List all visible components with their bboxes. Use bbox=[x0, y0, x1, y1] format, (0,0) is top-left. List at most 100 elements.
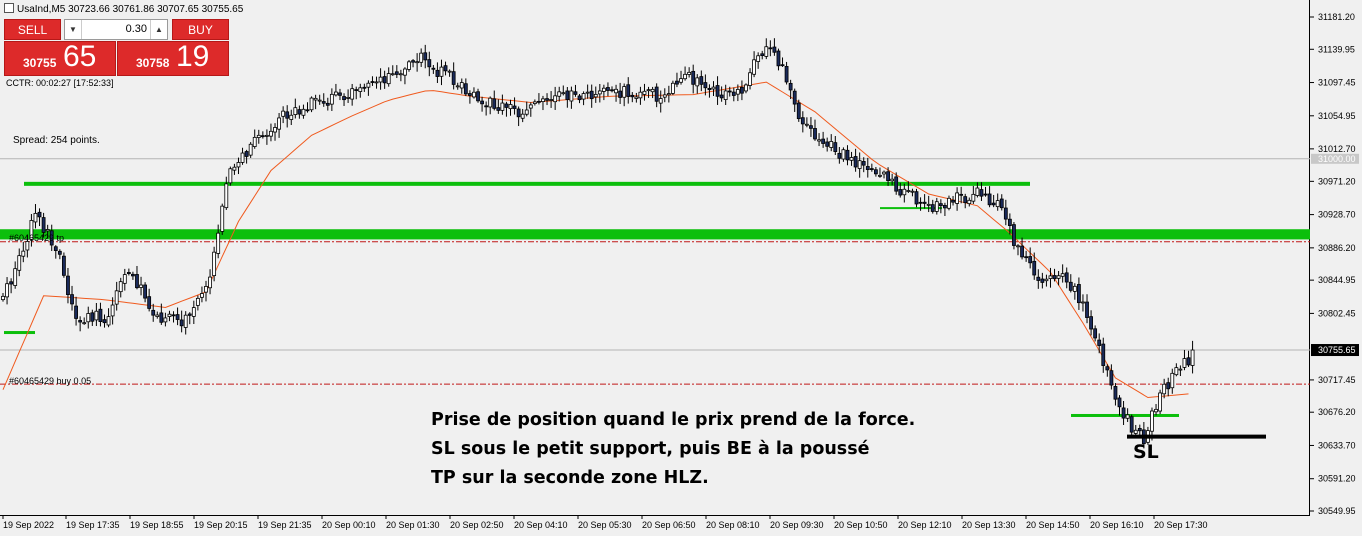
candle bbox=[435, 69, 440, 77]
candle bbox=[151, 309, 156, 316]
candle bbox=[508, 104, 513, 110]
candle bbox=[1032, 260, 1037, 276]
candle bbox=[943, 204, 947, 209]
candle bbox=[715, 85, 720, 97]
candle bbox=[837, 152, 842, 159]
candle bbox=[1085, 301, 1089, 318]
candle bbox=[934, 201, 939, 212]
symbol-header: UsaInd,M5 30723.66 30761.86 30707.65 307… bbox=[4, 3, 243, 15]
candle bbox=[163, 317, 168, 323]
candle bbox=[143, 284, 148, 299]
sell-price-button[interactable]: 30755 65 bbox=[4, 40, 116, 76]
lot-value[interactable]: 0.30 bbox=[125, 23, 147, 35]
candle bbox=[772, 46, 777, 53]
candle bbox=[37, 211, 42, 218]
y-tick-label: 30549.95 bbox=[1318, 506, 1356, 516]
candle bbox=[1174, 367, 1179, 376]
candle bbox=[1101, 343, 1106, 366]
candle bbox=[70, 294, 74, 305]
candle bbox=[366, 82, 371, 88]
candle bbox=[711, 86, 716, 90]
hlz-zone-1-line[interactable] bbox=[24, 181, 1030, 186]
candle bbox=[346, 97, 351, 99]
candle bbox=[918, 201, 923, 204]
buy-button[interactable]: BUY bbox=[172, 19, 229, 40]
candle bbox=[264, 134, 269, 137]
candle bbox=[760, 53, 765, 57]
candle bbox=[1137, 428, 1142, 432]
candle bbox=[829, 141, 834, 148]
candle bbox=[926, 203, 931, 206]
tp-order-label[interactable]: #60465429 tp bbox=[9, 233, 65, 243]
candle bbox=[545, 98, 549, 101]
candle bbox=[390, 73, 395, 76]
candle bbox=[687, 71, 692, 75]
y-tick-label: 30802.45 bbox=[1318, 308, 1356, 318]
candle bbox=[472, 91, 476, 98]
candle bbox=[62, 255, 66, 276]
lot-increase-icon[interactable]: ▲ bbox=[150, 20, 167, 39]
hlz-zone-2[interactable] bbox=[0, 229, 1310, 240]
candle bbox=[147, 296, 152, 309]
lot-size-field[interactable]: ▼ 0.30 ▲ bbox=[64, 19, 168, 40]
y-tick-label: 30633.70 bbox=[1318, 440, 1356, 450]
candle bbox=[776, 50, 781, 67]
candle bbox=[630, 94, 635, 98]
round-level-label: 31000.00 bbox=[1318, 154, 1356, 164]
candle bbox=[951, 199, 955, 203]
candle bbox=[1028, 256, 1033, 264]
candle bbox=[597, 90, 602, 95]
lot-decrease-icon[interactable]: ▼ bbox=[65, 20, 82, 39]
support-line-mid[interactable] bbox=[880, 207, 942, 210]
candle bbox=[898, 189, 903, 196]
annotation-line-3: TP sur la seconde zone HLZ. bbox=[431, 468, 709, 488]
candle bbox=[195, 297, 200, 306]
candle bbox=[200, 293, 204, 298]
support-line-left[interactable] bbox=[4, 331, 35, 335]
buy-price-button[interactable]: 30758 19 bbox=[117, 40, 229, 76]
candle bbox=[439, 66, 444, 77]
stop-loss-line[interactable] bbox=[1127, 434, 1266, 439]
candle bbox=[106, 316, 111, 326]
candle bbox=[451, 71, 456, 85]
candle bbox=[476, 91, 480, 102]
trade-annotation: Prise de position quand le prix prend de… bbox=[431, 406, 915, 493]
candle bbox=[175, 314, 180, 320]
candle bbox=[1016, 245, 1020, 248]
candle bbox=[719, 94, 724, 99]
candle bbox=[528, 104, 533, 109]
candle bbox=[135, 274, 139, 289]
sell-button[interactable]: SELL bbox=[4, 19, 61, 40]
candle bbox=[748, 72, 752, 86]
buy-order-label[interactable]: #60465429 buy 0.05 bbox=[9, 376, 92, 386]
candle bbox=[57, 250, 62, 255]
candle bbox=[224, 183, 229, 209]
candle bbox=[256, 134, 261, 138]
candle bbox=[13, 268, 18, 286]
x-tick-label: 20 Sep 02:50 bbox=[450, 520, 504, 530]
candle bbox=[455, 85, 460, 88]
current-price-badge bbox=[1311, 344, 1359, 357]
candle bbox=[86, 313, 91, 323]
candle bbox=[1020, 245, 1024, 258]
x-tick-label: 20 Sep 16:10 bbox=[1090, 520, 1144, 530]
candle bbox=[662, 94, 667, 98]
candle bbox=[1077, 284, 1081, 304]
candle bbox=[792, 90, 797, 105]
candle bbox=[861, 161, 866, 166]
y-tick-label: 31181.20 bbox=[1318, 12, 1355, 22]
candle bbox=[463, 83, 468, 95]
candle bbox=[53, 246, 58, 251]
candle bbox=[606, 87, 610, 91]
candle bbox=[90, 312, 95, 322]
candle bbox=[650, 88, 655, 93]
candle bbox=[691, 70, 696, 85]
x-tick-label: 20 Sep 04:10 bbox=[514, 520, 568, 530]
candle bbox=[768, 47, 773, 50]
candle bbox=[1154, 408, 1158, 413]
candle bbox=[269, 130, 273, 137]
candle bbox=[1190, 349, 1195, 366]
candle bbox=[329, 93, 334, 105]
candle bbox=[411, 60, 415, 63]
